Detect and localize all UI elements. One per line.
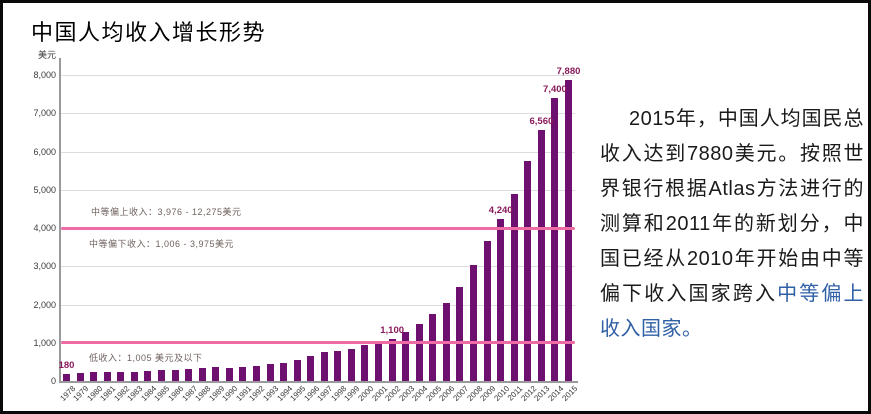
bar-1994 — [280, 363, 288, 381]
bar-1999 — [347, 348, 355, 381]
bar-1978 — [63, 374, 70, 381]
paragraph-line: 偏下收入国家跨入中等偏上 — [600, 277, 864, 312]
y-axis-tick-label: 5,000 — [33, 184, 56, 195]
bar-2003 — [402, 332, 410, 381]
bar-2012 — [524, 161, 532, 381]
bar-2014 — [551, 97, 559, 381]
bar-2015 — [565, 79, 573, 381]
bar-1991 — [239, 367, 247, 381]
income-band-label: 中等偏上收入：3,976 - 12,275美元 — [91, 206, 242, 217]
bar-1990 — [225, 367, 233, 381]
highlighted-text: 收入国家。 — [600, 318, 703, 340]
x-axis-line — [59, 381, 578, 383]
bar-2007 — [456, 286, 464, 381]
y-gridline — [60, 189, 575, 191]
paragraph-text: 收入达到7880美元。按照世 — [600, 143, 864, 165]
bar-1982 — [117, 372, 125, 381]
paragraph-text: 2015年，中国人均国民总 — [629, 108, 864, 130]
y-axis-tick-label: 2,000 — [33, 299, 56, 310]
bar-1989 — [212, 367, 220, 381]
bar-1988 — [198, 367, 206, 381]
bar-1984 — [144, 371, 152, 381]
y-gridline — [60, 266, 575, 268]
y-gridline — [60, 113, 575, 115]
bar-1992 — [252, 365, 260, 381]
paragraph-line: 测算和2011年的新划分，中 — [600, 207, 864, 242]
bar-1998 — [334, 350, 342, 381]
y-axis-tick-label: 4,000 — [33, 223, 56, 233]
paragraph-line: 2015年，中国人均国民总 — [600, 102, 864, 137]
paragraph-text: 界银行根据Atlas方法进行的 — [600, 178, 864, 200]
bar-1997 — [320, 352, 328, 381]
paragraph-text: 测算和2011年的新划分，中 — [600, 213, 864, 235]
bar-1985 — [157, 369, 165, 381]
bar-value-label-2010: 4,240 — [488, 204, 513, 216]
bar-value-label-2013: 6,560 — [529, 116, 554, 128]
bar-2001 — [375, 342, 383, 381]
income-band-label: 低收入：1,005 美元及以下 — [89, 352, 203, 363]
bar-1983 — [130, 371, 138, 381]
bar-2008 — [470, 264, 478, 381]
y-gridline — [60, 151, 575, 153]
highlighted-text: 中等偏上 — [777, 283, 865, 305]
bar-1996 — [307, 356, 315, 381]
paragraph-line: 界银行根据Atlas方法进行的 — [600, 172, 864, 207]
bar-value-label-2014: 7,400 — [543, 83, 567, 95]
bar-2000 — [361, 345, 369, 381]
paragraph-line: 收入达到7880美元。按照世 — [600, 137, 864, 172]
paragraph-line: 收入国家。 — [600, 312, 864, 347]
bar-2011 — [510, 193, 518, 381]
paragraph-text: 偏下收入国家跨入 — [600, 283, 778, 305]
y-axis-tick-label: 6,000 — [33, 146, 56, 157]
page-title: 中国人均收入增长形势 — [31, 20, 267, 45]
bar-1980 — [90, 372, 98, 381]
paragraph-text: 国已经从2010年开始由中等 — [600, 248, 864, 270]
bar-2002 — [388, 338, 396, 381]
bar-1987 — [185, 369, 193, 381]
bar-value-label-1978: 180 — [58, 360, 75, 372]
y-axis-tick-label: 0 — [50, 376, 56, 386]
y-axis-tick-label: 8,000 — [33, 70, 56, 80]
bar-2009 — [483, 241, 491, 381]
income-band-line — [61, 341, 575, 345]
bar-1981 — [103, 372, 111, 381]
y-axis-line — [59, 58, 61, 383]
income-band-label: 中等偏下收入：1,006 - 3,975美元 — [89, 238, 235, 249]
y-axis-unit-label: 美元 — [37, 50, 56, 60]
y-gridline — [60, 75, 575, 76]
summary-paragraph: 2015年，中国人均国民总收入达到7880美元。按照世 界银行根据Atlas方法进… — [600, 102, 864, 347]
bar-2004 — [415, 323, 423, 381]
y-axis-tick-label: 7,000 — [33, 108, 56, 119]
y-axis-tick-label: 1,000 — [33, 337, 56, 348]
bar-2005 — [429, 314, 437, 381]
income-growth-bar-chart: 0 1,000 2,000 3,000 4,000 5,000 6,000 7,000 8,00… — [3, 3, 603, 411]
y-gridline — [60, 304, 575, 306]
bar-value-label-2015: 7,880 — [556, 65, 581, 77]
bar-1995 — [293, 360, 301, 381]
bar-1979 — [76, 372, 84, 381]
income-band-line — [61, 227, 575, 231]
bar-value-label-2002: 1,100 — [380, 324, 405, 336]
bar-1986 — [171, 369, 179, 381]
paragraph-line: 国已经从2010年开始由中等 — [600, 242, 864, 277]
bar-2013 — [537, 130, 545, 381]
bar-2010 — [497, 218, 505, 381]
bar-1993 — [266, 364, 274, 381]
y-axis-tick-label: 3,000 — [33, 261, 56, 272]
